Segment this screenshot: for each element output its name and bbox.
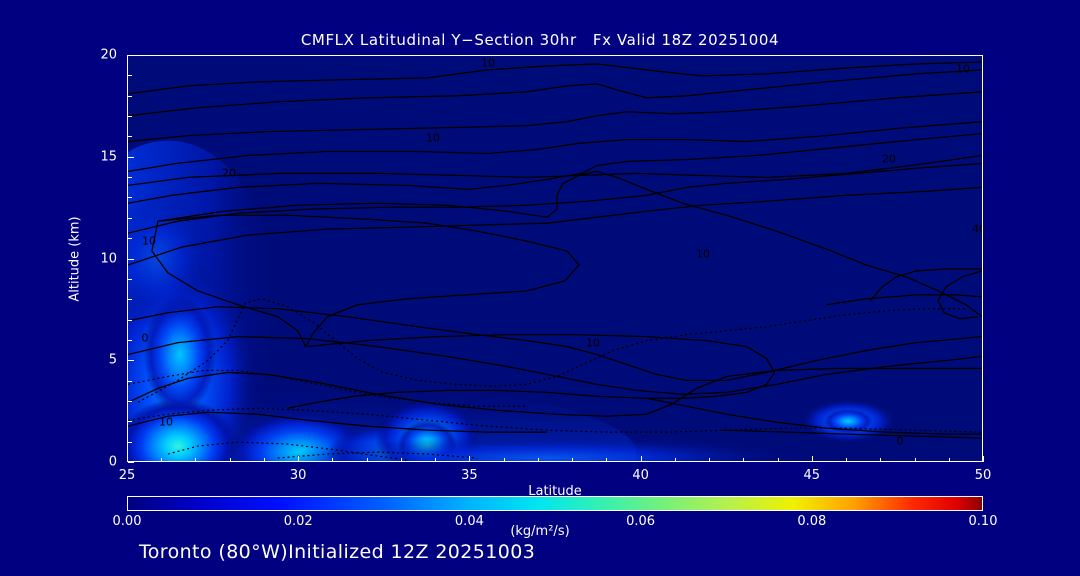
y-tick-mark xyxy=(128,156,134,158)
x-minor-tick xyxy=(435,458,437,462)
y-minor-tick xyxy=(128,319,132,321)
y-minor-tick xyxy=(128,339,132,341)
x-tick-label: 40 xyxy=(632,468,649,483)
y-minor-tick xyxy=(128,116,132,118)
x-minor-tick xyxy=(743,458,745,462)
x-tick-mark xyxy=(469,456,471,462)
colorbar-tick-label: 0.06 xyxy=(626,514,656,529)
y-minor-tick xyxy=(128,238,132,240)
x-tick-mark xyxy=(983,456,984,462)
chart-caption: Toronto (80°W)Initialized 12Z 20251003 xyxy=(139,541,536,563)
contour-label: 40 xyxy=(972,222,982,236)
x-minor-tick xyxy=(263,458,265,462)
y-minor-tick xyxy=(128,177,132,179)
x-minor-tick xyxy=(537,458,539,462)
y-tick-label: 20 xyxy=(100,47,117,63)
y-tick-mark xyxy=(128,360,134,362)
y-minor-tick xyxy=(128,75,132,77)
y-tick-mark xyxy=(128,55,134,56)
y-minor-tick xyxy=(128,95,132,97)
contour-label: 10 xyxy=(426,131,440,145)
x-tick-mark xyxy=(640,456,642,462)
x-tick-mark xyxy=(298,456,300,462)
isotach-contours xyxy=(128,61,982,461)
x-tick-label: 35 xyxy=(461,468,478,483)
colorbar xyxy=(127,496,983,511)
y-tick-mark xyxy=(128,462,134,463)
y-minor-tick xyxy=(128,441,132,443)
y-tick-mark xyxy=(128,258,134,260)
x-tick-label: 30 xyxy=(289,468,307,483)
colorbar-tick-label: 0.00 xyxy=(112,514,142,529)
x-axis-title: Latitude xyxy=(528,484,582,499)
colorbar-tick-label: 0.10 xyxy=(968,514,998,529)
y-tick-label: 0 xyxy=(108,454,117,470)
y-tick-label: 10 xyxy=(100,251,117,266)
y-minor-tick xyxy=(128,197,132,199)
y-minor-tick xyxy=(128,278,132,280)
x-minor-tick xyxy=(674,458,676,462)
x-minor-tick xyxy=(332,458,334,462)
contour-label: 10 xyxy=(586,336,600,350)
x-minor-tick xyxy=(229,458,231,462)
chart-title: CMFLX Latitudinal Y−Section 30hr Fx Vali… xyxy=(300,31,780,49)
y-tick-label: 15 xyxy=(100,149,117,165)
x-minor-tick xyxy=(914,458,916,462)
x-minor-tick xyxy=(195,458,197,462)
x-minor-tick xyxy=(400,458,402,462)
x-minor-tick xyxy=(572,458,574,462)
x-minor-tick xyxy=(606,458,608,462)
contour-label: 0 xyxy=(141,331,149,345)
y-minor-tick xyxy=(128,136,132,138)
contour-label: 10 xyxy=(696,247,710,261)
x-minor-tick xyxy=(709,458,711,462)
colorbar-tick-label: 0.02 xyxy=(283,514,313,529)
colorbar-tick-label: 0.04 xyxy=(454,514,484,529)
x-minor-tick xyxy=(948,458,950,462)
y-minor-tick xyxy=(128,421,132,423)
contour-label: 10 xyxy=(142,234,156,248)
x-tick-label: 25 xyxy=(118,468,136,483)
x-minor-tick xyxy=(366,458,368,462)
x-minor-tick xyxy=(161,458,163,462)
contour-label: 0 xyxy=(896,434,904,448)
contour-label: 10 xyxy=(481,56,495,70)
y-minor-tick xyxy=(128,217,132,219)
plot-area: 10 10 10 20 20 10 10 40 10 0 10 0 xyxy=(127,55,983,462)
contour-label: 20 xyxy=(882,152,896,166)
y-tick-label: 5 xyxy=(108,352,117,368)
x-tick-mark xyxy=(127,456,128,462)
contour-label: 10 xyxy=(956,62,970,76)
x-minor-tick xyxy=(880,458,882,462)
x-minor-tick xyxy=(846,458,848,462)
x-minor-tick xyxy=(777,458,779,462)
x-tick-mark xyxy=(811,456,813,462)
colorbar-tick-label: 0.08 xyxy=(797,514,827,529)
contour-label: 20 xyxy=(222,166,236,180)
y-minor-tick xyxy=(128,400,132,402)
x-minor-tick xyxy=(503,458,505,462)
y-axis-title: Altitude (km) xyxy=(67,215,83,302)
y-minor-tick xyxy=(128,299,132,301)
y-minor-tick xyxy=(128,380,132,382)
contour-label: 10 xyxy=(159,415,173,429)
x-tick-label: 45 xyxy=(803,468,821,483)
x-tick-label: 50 xyxy=(974,468,992,483)
colorbar-units-label: (kg/m²/s) xyxy=(510,524,570,539)
